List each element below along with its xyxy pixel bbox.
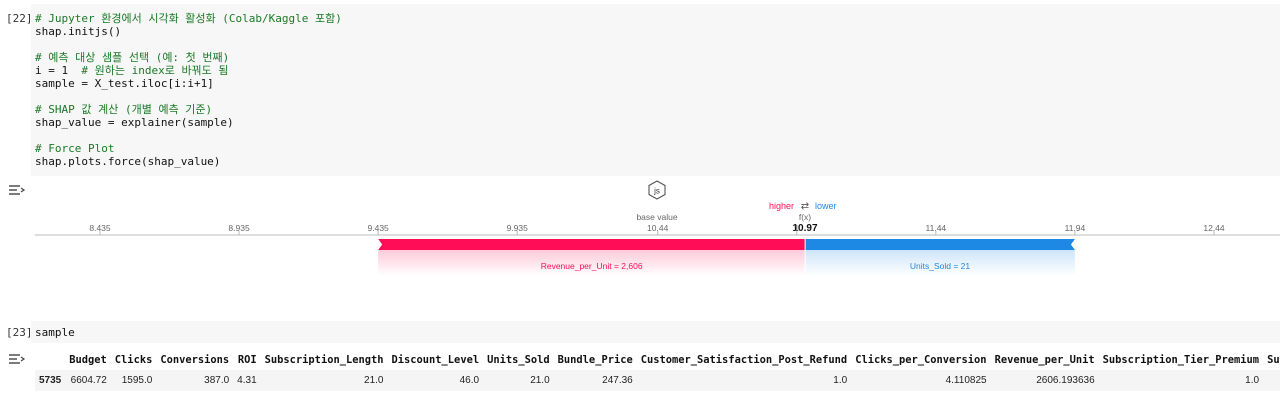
axis-tick-label: 12.44: [1203, 223, 1225, 233]
dataframe-output: Budget Clicks Conversions ROI Subscription_L…: [35, 350, 1280, 400]
higher-lower-arrows-icon: ⇄: [801, 201, 809, 212]
axis-tick-label: 8.935: [228, 223, 250, 233]
table-cell: 1.0: [833, 375, 848, 386]
fx-value: 10.97: [792, 223, 817, 234]
code-line: [35, 90, 342, 103]
table-cell: 2606.193636: [1036, 375, 1095, 386]
code-line: # SHAP 값 계산 (개별 예측 기준): [35, 103, 213, 116]
column-header: Bundle_Price: [557, 354, 633, 366]
js-badge-label: js: [653, 187, 660, 196]
js-badge: js: [648, 180, 666, 200]
code-line: sample = X_test.iloc[i:i+1]: [35, 77, 214, 90]
row-index: 5735: [39, 375, 62, 386]
feature-label: Revenue_per_Unit = 2,606: [541, 261, 643, 271]
output-toggle-icon[interactable]: [8, 184, 26, 196]
table-row: 5735 6604.72 1595.0 387.0 4.31 21.0 46.0 21.0 24…: [35, 370, 1280, 391]
fx-label: f(x): [799, 212, 811, 222]
code-line: # 예측 대상 샘플 선택 (예: 첫 번째): [35, 51, 230, 64]
axis-tick-label: 11.44: [926, 223, 947, 233]
code-editor-2[interactable]: sample: [35, 326, 75, 339]
axis-tick-label: 9.935: [507, 223, 529, 233]
code-line: i = 1 # 원하는 index로 바꿔도 됨: [35, 64, 342, 77]
higher-label: higher: [769, 201, 794, 211]
code-line: # Force Plot: [35, 142, 115, 155]
output-toggle-icon[interactable]: [8, 353, 26, 365]
index-header: [35, 350, 65, 370]
column-header: Conversions: [160, 354, 230, 366]
code-line: shap.initjs(): [35, 25, 122, 38]
table-cell: 21.0: [364, 375, 384, 386]
column-header: Units_Sold: [487, 354, 550, 366]
force-bar-negative: [805, 239, 1075, 250]
cell-1-prompt: [22]: [6, 12, 33, 25]
shap-force-plot: js higher ⇄ lower base value f(x) 10.97 …: [35, 180, 1280, 276]
dataframe-table: Budget Clicks Conversions ROI Subscription_L…: [35, 350, 1280, 391]
column-header: ROI: [237, 354, 257, 366]
column-header: Subscription: [1267, 354, 1280, 366]
code-line: # Jupyter 환경에서 시각화 활성화 (Colab/Kaggle 포함): [35, 12, 342, 25]
axis-tick-label: 11.94: [1065, 223, 1086, 233]
table-cell: 1595.0: [121, 375, 153, 386]
table-cell: 247.36: [602, 375, 633, 386]
column-header: Customer_Satisfaction_Post_Refund: [640, 354, 848, 366]
code-cell-1[interactable]: [31, 4, 1280, 176]
column-header: Subscription_Tier_Premium: [1102, 354, 1260, 366]
force-bar-shade: [378, 250, 806, 276]
code-line: [35, 129, 342, 142]
axis-tick-label: 10.44: [647, 223, 669, 233]
code-cell-2[interactable]: [31, 321, 1280, 343]
code-editor-1[interactable]: # Jupyter 환경에서 시각화 활성화 (Colab/Kaggle 포함)…: [35, 12, 342, 168]
force-bar-shade: [805, 250, 1075, 276]
table-cell: 4.31: [237, 375, 257, 386]
column-header: Clicks: [114, 354, 153, 366]
table-cell: [1263, 370, 1280, 391]
cell-2-prompt: [23]: [6, 326, 33, 339]
axis-tick-label: 9.435: [368, 223, 390, 233]
table-cell: 46.0: [459, 375, 480, 386]
table-cell: 4.110825: [945, 375, 987, 386]
feature-label: Units_Sold = 21: [910, 261, 971, 271]
lower-label: lower: [815, 201, 837, 211]
table-cell: 6604.72: [70, 375, 107, 386]
code-comment: # 원하는 index로 바꿔도 됨: [81, 64, 229, 77]
force-bar-positive: [378, 239, 806, 250]
column-header: Discount_Level: [391, 354, 480, 366]
code-line: shap_value = explainer(sample): [35, 116, 234, 129]
column-header: Budget: [69, 354, 107, 366]
code-line: [35, 38, 342, 51]
table-cell: 387.0: [204, 375, 230, 386]
column-header: Clicks_per_Conversion: [855, 354, 987, 366]
code-text: i = 1: [35, 64, 82, 77]
base-value-label: base value: [636, 212, 677, 222]
axis-tick-label: 8.435: [89, 223, 111, 233]
table-cell: 21.0: [530, 375, 550, 386]
axis-tick-label: 1: [794, 223, 799, 233]
code-line: shap.plots.force(shap_value): [35, 155, 221, 168]
table-cell: 1.0: [1245, 375, 1260, 386]
column-header: Subscription_Length: [264, 354, 384, 366]
column-header: Revenue_per_Unit: [994, 354, 1095, 366]
